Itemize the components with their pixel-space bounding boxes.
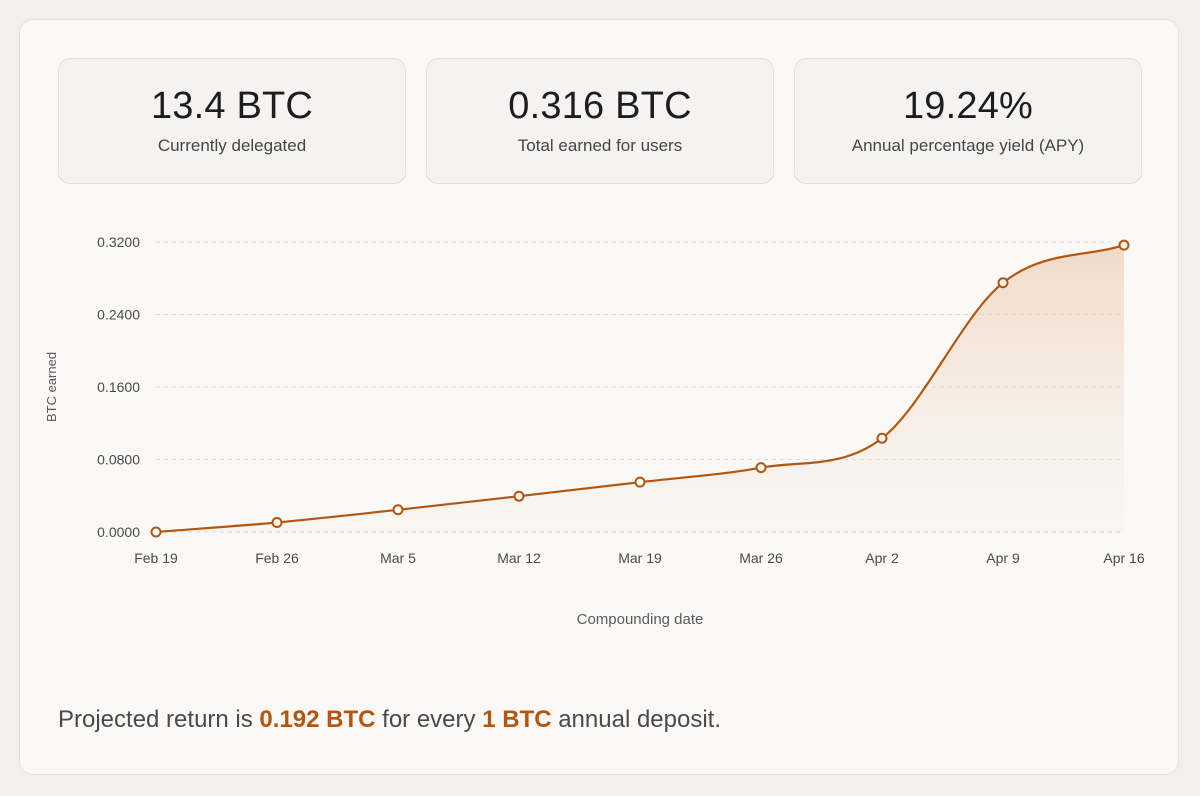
deposit-value: 1 BTC — [482, 706, 552, 733]
footer-prefix: Projected return is — [58, 706, 260, 733]
y-tick-label: 0.1600 — [97, 379, 140, 395]
y-tick-label: 0.3200 — [97, 234, 140, 250]
footer-suffix: annual deposit. — [551, 706, 721, 733]
data-point — [1118, 239, 1130, 251]
y-axis-label: BTC earned — [44, 352, 59, 422]
stat-value: 0.316 BTC — [508, 85, 692, 127]
stat-card-apy: 19.24% Annual percentage yield (APY) — [794, 58, 1142, 184]
series-area — [156, 245, 1124, 532]
data-point — [997, 277, 1009, 289]
y-tick-label: 0.0000 — [97, 524, 140, 540]
x-tick-label: Apr 9 — [986, 550, 1020, 566]
x-axis-label: Compounding date — [577, 611, 704, 628]
x-tick-label: Mar 5 — [380, 550, 416, 566]
stat-card-delegated: 13.4 BTC Currently delegated — [58, 58, 406, 184]
projected-return-value: 0.192 BTC — [259, 706, 376, 733]
data-point — [150, 526, 162, 538]
data-point — [634, 476, 646, 488]
x-tick-label: Mar 12 — [497, 550, 541, 566]
stat-label: Currently delegated — [157, 136, 307, 155]
y-tick-label: 0.2400 — [97, 307, 140, 323]
x-tick-label: Apr 2 — [865, 550, 899, 566]
x-tick-label: Feb 19 — [134, 550, 178, 566]
data-point — [876, 432, 888, 444]
data-point — [271, 516, 283, 528]
x-tick-label: Feb 26 — [255, 550, 299, 566]
x-tick-label: Mar 26 — [739, 550, 783, 566]
stat-value: 19.24% — [902, 85, 1034, 127]
data-point — [392, 504, 404, 516]
stat-value: 13.4 BTC — [150, 85, 314, 127]
data-point — [513, 490, 525, 502]
y-tick-label: 0.0800 — [97, 452, 140, 468]
stat-label: Annual percentage yield (APY) — [851, 136, 1085, 155]
stat-label: Total earned for users — [517, 136, 683, 155]
x-tick-label: Apr 16 — [1103, 550, 1144, 566]
footer-middle: for every — [375, 706, 483, 733]
projected-return-text: Projected return is 0.192 BTC for every … — [58, 706, 721, 734]
dashboard-card: 13.4 BTC Currently delegated 0.316 BTC T… — [19, 19, 1179, 775]
x-tick-label: Mar 19 — [618, 550, 662, 566]
stat-card-total-earned: 0.316 BTC Total earned for users — [426, 58, 774, 184]
btc-earned-chart: 0.0000 0.0800 0.1600 0.2400 0.3200 Feb 19 Feb… — [44, 234, 1145, 628]
data-point — [755, 462, 767, 474]
